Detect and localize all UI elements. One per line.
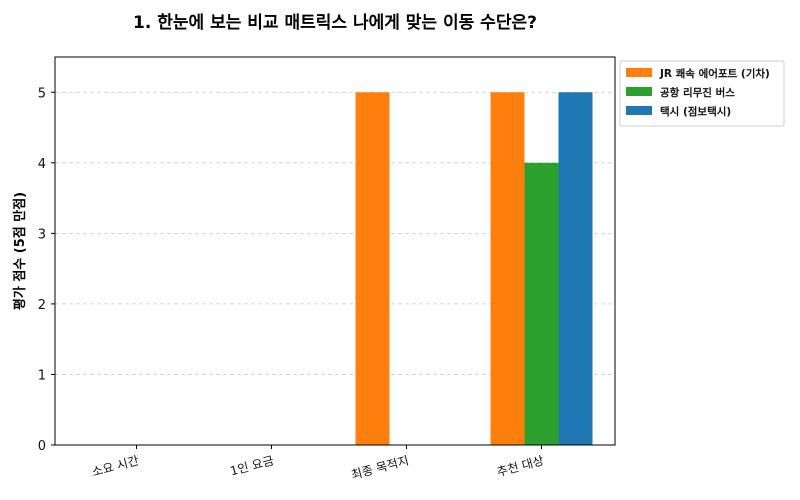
bar	[524, 162, 559, 445]
axis-ticks: 0 1 2 3 4 5 소요 시간 1인 요금 최종 목적지 추천 대상	[38, 86, 546, 482]
y-tick-label: 2	[38, 298, 46, 313]
y-tick-label: 4	[38, 157, 46, 172]
legend-swatch	[626, 87, 652, 96]
bar	[558, 92, 593, 445]
y-tick-label: 3	[38, 227, 46, 242]
x-tick-label: 소요 시간	[90, 453, 140, 479]
y-tick-label: 0	[38, 439, 46, 454]
legend-swatch	[626, 106, 652, 115]
chart-title: 1. 한눈에 보는 비교 매트릭스 나에게 맞는 이동 수단은?	[133, 13, 537, 33]
x-tick-label: 추천 대상	[495, 452, 545, 479]
plot-frame	[54, 56, 616, 446]
bar	[490, 92, 525, 445]
legend-entry: 공항 리무진 버스	[660, 86, 735, 99]
legend-entry: 택시 (점보택시)	[660, 105, 731, 118]
y-axis-label: 평가 점수 (5점 만점)	[12, 192, 28, 310]
y-tick-label: 5	[38, 86, 46, 101]
x-tick-label: 최종 목적지	[350, 453, 411, 482]
x-tick-label: 1인 요금	[229, 453, 276, 478]
y-tick-label: 1	[38, 368, 46, 383]
legend-entry: JR 쾌속 에어포트 (기차)	[659, 67, 770, 80]
bars	[355, 92, 593, 445]
legend-box	[619, 60, 785, 127]
gridlines	[55, 91, 615, 375]
bar	[355, 92, 390, 445]
legend-swatch	[626, 68, 652, 77]
